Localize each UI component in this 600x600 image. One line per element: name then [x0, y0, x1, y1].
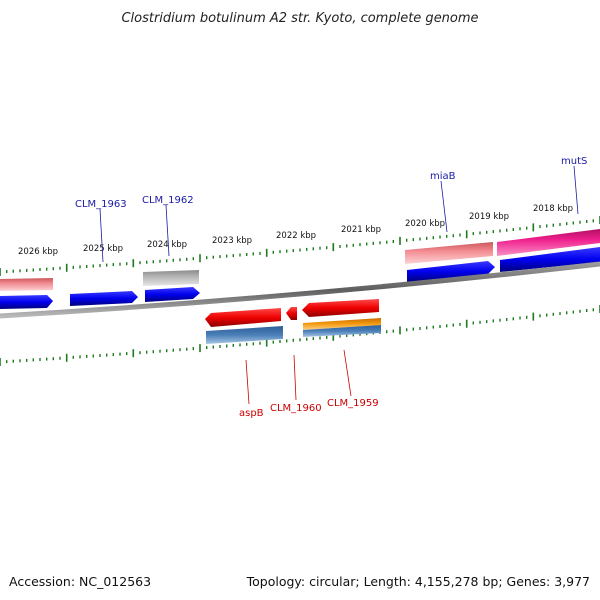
feature-cds-clm1963[interactable] [70, 291, 138, 306]
leader-muts [573, 165, 579, 215]
feature-cds-clm1959[interactable] [302, 299, 379, 317]
feature-cds-left[interactable] [0, 295, 53, 309]
gene-label-clm1962[interactable]: CLM_1962 [142, 195, 194, 206]
gene-labels: CLM_1963 CLM_1962 miaB mutS aspB CLM_196… [75, 156, 587, 419]
leader-clm1962 [165, 204, 170, 257]
feature-rna-left[interactable] [0, 278, 53, 291]
feature-steelblue-clm1959[interactable] [303, 325, 381, 337]
gene-label-clm1959[interactable]: CLM_1959 [327, 398, 379, 409]
accession-text: Accession: NC_012563 [9, 574, 151, 589]
map-title: Clostridium botulinum A2 str. Kyoto, com… [121, 11, 478, 26]
scale-label-2020: 2020 kbp [405, 219, 445, 229]
feature-gray-clm1962[interactable] [143, 270, 199, 286]
reverse-strand-features [205, 299, 381, 344]
gene-label-aspb[interactable]: aspB [239, 408, 264, 419]
label-leaders [99, 165, 579, 405]
feature-cds-miab[interactable] [407, 261, 495, 282]
feature-cds-aspb[interactable] [205, 308, 281, 327]
gene-label-muts[interactable]: mutS [561, 156, 587, 167]
scale-label-2025: 2025 kbp [83, 244, 123, 254]
feature-cds-muts[interactable] [500, 247, 600, 272]
scale-label-2018: 2018 kbp [533, 204, 573, 214]
scale-ticks-inner [0, 305, 600, 366]
leader-clm1963 [99, 208, 104, 263]
scale-label-2019: 2019 kbp [469, 212, 509, 222]
genome-backbone [0, 261, 600, 319]
forward-strand-features [0, 229, 600, 309]
feature-magenta-muts[interactable] [497, 229, 600, 256]
scale-label-2023: 2023 kbp [212, 236, 252, 246]
feature-cds-clm1962[interactable] [145, 287, 200, 302]
leader-clm1960 [293, 354, 297, 401]
leader-miab [440, 180, 448, 233]
gene-label-clm1960[interactable]: CLM_1960 [270, 403, 322, 414]
leader-clm1959 [343, 349, 352, 397]
scale-ticks-outer [0, 216, 600, 276]
leader-aspb [245, 359, 250, 405]
scale-label-2026: 2026 kbp [18, 247, 58, 257]
feature-rna-miab[interactable] [405, 242, 493, 264]
feature-steelblue-aspb[interactable] [206, 326, 283, 344]
scale-labels: 2026 kbp 2025 kbp 2024 kbp 2023 kbp 2022… [18, 204, 573, 257]
feature-orange-clm1959[interactable] [303, 318, 381, 330]
feature-cds-clm1960[interactable] [286, 307, 297, 320]
scale-label-2022: 2022 kbp [276, 231, 316, 241]
scale-label-2024: 2024 kbp [147, 240, 187, 250]
scale-label-2021: 2021 kbp [341, 225, 381, 235]
gene-label-miab[interactable]: miaB [430, 171, 456, 182]
gene-label-clm1963[interactable]: CLM_1963 [75, 199, 127, 210]
genome-summary-text: Topology: circular; Length: 4,155,278 bp… [246, 574, 590, 589]
